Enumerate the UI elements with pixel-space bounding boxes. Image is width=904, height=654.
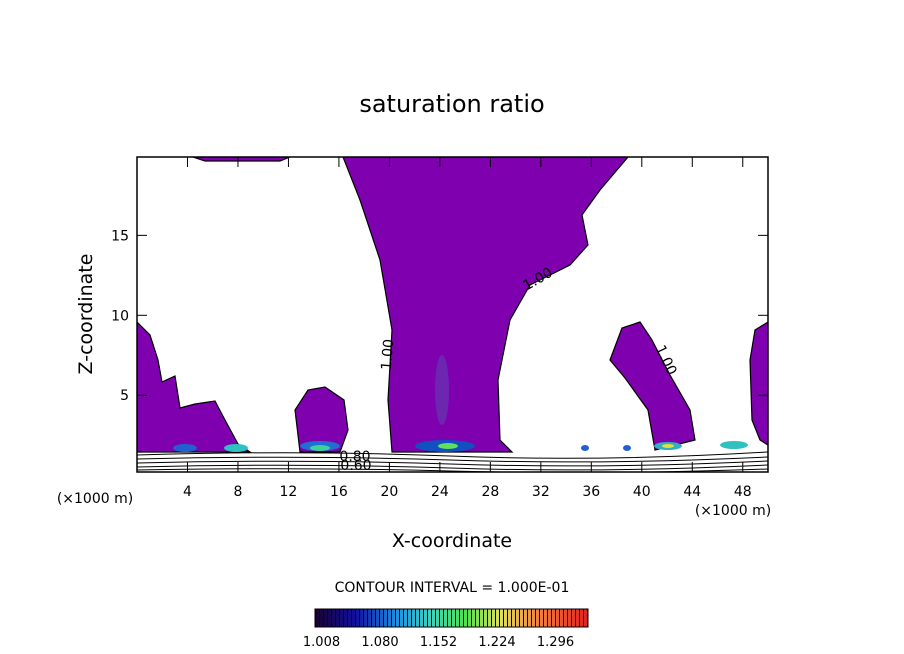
contour-fill: [137, 157, 768, 453]
colorbar-label: 1.224: [478, 635, 515, 650]
x-unit: (×1000 m): [695, 503, 771, 519]
x-tick-label: 16: [330, 484, 348, 500]
x-tick-label: 32: [532, 484, 550, 500]
x-tick-label: 44: [683, 484, 701, 500]
y-tick-label: 10: [111, 308, 129, 324]
x-tick-label: 36: [582, 484, 600, 500]
x-tick-label: 24: [431, 484, 449, 500]
x-tick-label: 8: [233, 484, 242, 500]
y-tick-label: 15: [111, 228, 129, 244]
colorbar-label: 1.296: [537, 635, 574, 650]
colorbar-label: 1.080: [361, 635, 398, 650]
x-tick-label: 28: [481, 484, 499, 500]
colorbar-label: 1.008: [303, 635, 340, 650]
x-tick-label: 4: [183, 484, 192, 500]
x-tick-label: 12: [280, 484, 298, 500]
chart-title: saturation ratio: [359, 90, 544, 118]
contour-label: 0.80: [339, 449, 370, 465]
x-axis-label: X-coordinate: [392, 530, 512, 552]
contour-label: 0.60: [340, 458, 371, 474]
x-tick-label: 48: [734, 484, 752, 500]
colorbar-label: 1.152: [420, 635, 457, 650]
y-axis-label: Z-coordinate: [75, 254, 97, 375]
contour-interval: CONTOUR INTERVAL = 1.000E-01: [335, 580, 570, 596]
y-tick-label: 5: [120, 388, 129, 404]
colorbar-frame: [314, 608, 589, 628]
x-tick-label: 20: [380, 484, 398, 500]
contour-label: 1.00: [379, 338, 398, 370]
plot-frame: [136, 156, 769, 473]
x-unit: (×1000 m): [57, 491, 133, 507]
x-tick-label: 40: [633, 484, 651, 500]
